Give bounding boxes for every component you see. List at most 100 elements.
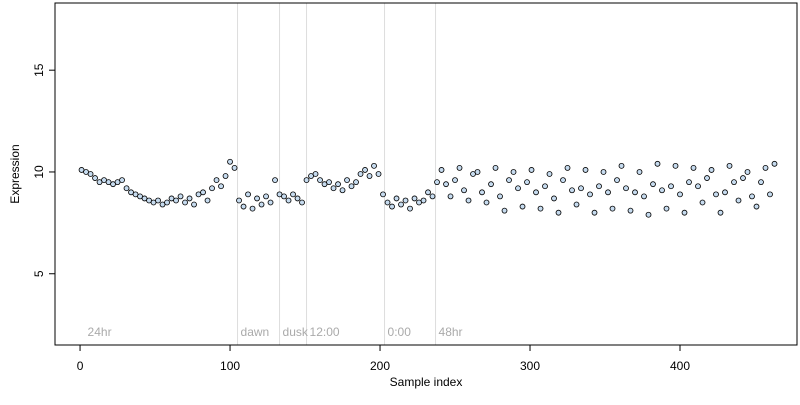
point <box>713 191 719 198</box>
point <box>695 183 701 190</box>
plot-frame <box>54 2 798 346</box>
point <box>569 187 575 194</box>
point <box>546 171 553 177</box>
point <box>564 164 571 171</box>
point <box>753 203 760 210</box>
point <box>425 189 431 196</box>
point <box>236 197 242 204</box>
point <box>344 177 350 184</box>
region-label: dawn <box>241 325 270 339</box>
point <box>285 197 292 204</box>
point <box>393 195 400 202</box>
point <box>222 173 229 179</box>
point <box>218 183 224 190</box>
point <box>519 203 526 210</box>
x-tick-label: 100 <box>220 359 240 373</box>
point <box>492 164 499 171</box>
point <box>249 205 256 212</box>
point <box>272 177 278 184</box>
point <box>515 185 521 192</box>
point <box>389 203 395 210</box>
point <box>155 197 161 204</box>
point <box>578 185 584 192</box>
point <box>456 164 463 171</box>
point <box>623 185 629 192</box>
point <box>650 181 656 188</box>
point <box>303 177 310 184</box>
point <box>479 189 485 196</box>
point <box>524 179 530 186</box>
point <box>339 187 346 194</box>
point <box>254 195 260 202</box>
point <box>411 195 418 202</box>
point <box>758 179 764 186</box>
region-label: 0:00 <box>388 325 412 339</box>
point <box>636 169 643 175</box>
point <box>191 201 197 208</box>
point <box>213 177 220 184</box>
point <box>380 191 386 198</box>
point <box>443 181 449 188</box>
point <box>263 193 269 200</box>
point <box>749 193 755 200</box>
point <box>326 179 332 186</box>
point <box>587 191 593 198</box>
point <box>663 205 670 212</box>
point <box>767 191 773 198</box>
region-label: dusk <box>283 325 309 339</box>
point <box>200 189 206 196</box>
region-label: 48hr <box>439 325 463 339</box>
point <box>375 171 382 177</box>
point <box>398 201 404 208</box>
point <box>609 205 616 212</box>
point <box>335 181 341 188</box>
point <box>506 177 512 184</box>
point <box>681 209 688 216</box>
point <box>474 169 481 175</box>
point <box>119 177 125 184</box>
point <box>537 205 544 212</box>
x-axis-label: Sample index <box>390 375 463 389</box>
point <box>227 158 233 165</box>
point <box>353 179 359 186</box>
point <box>123 185 130 192</box>
point <box>677 191 683 198</box>
x-tick-label: 400 <box>670 359 690 373</box>
point <box>596 183 602 190</box>
point <box>528 167 535 173</box>
point <box>204 197 211 204</box>
point <box>501 207 508 214</box>
point <box>294 195 301 202</box>
point <box>659 187 665 194</box>
point <box>708 167 715 173</box>
point <box>231 164 238 171</box>
point <box>281 193 287 200</box>
point <box>591 209 598 216</box>
point <box>488 181 494 188</box>
point <box>551 195 557 202</box>
point <box>722 189 728 196</box>
point <box>258 201 265 208</box>
point <box>560 177 566 184</box>
point <box>407 205 413 212</box>
point <box>330 185 337 192</box>
point <box>605 189 611 196</box>
point <box>186 195 193 202</box>
point <box>434 179 440 186</box>
point <box>497 193 503 200</box>
region-label: 24hr <box>88 325 112 339</box>
point <box>438 167 445 173</box>
point <box>384 199 391 206</box>
point <box>686 179 692 186</box>
point <box>735 197 742 204</box>
y-tick-label: 15 <box>32 63 46 77</box>
point <box>690 164 697 171</box>
point <box>240 203 247 210</box>
point <box>632 189 638 196</box>
point <box>177 193 184 200</box>
point <box>555 209 562 216</box>
point <box>312 171 319 177</box>
point <box>762 164 769 171</box>
point <box>533 189 539 196</box>
point <box>654 160 661 167</box>
